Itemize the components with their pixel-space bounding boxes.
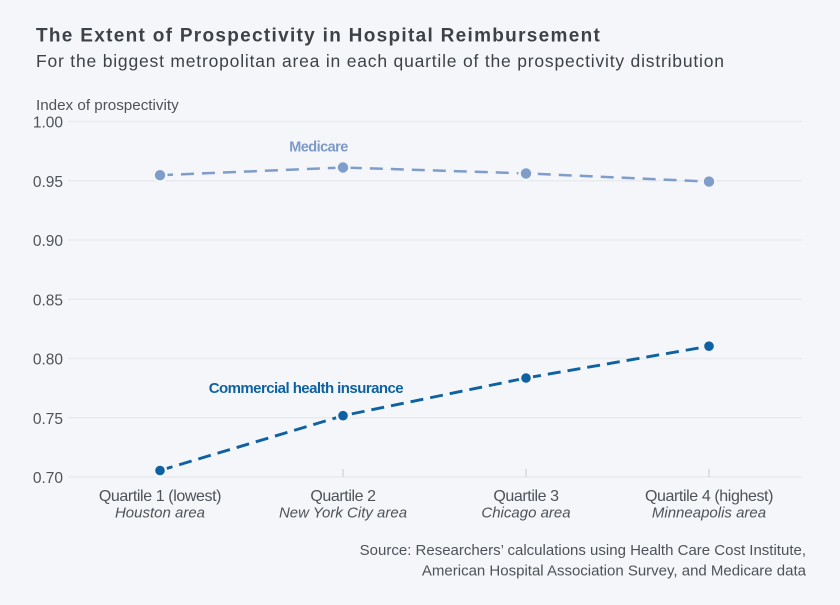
svg-text:Index of prospectivity: Index of prospectivity	[36, 97, 179, 114]
svg-text:1.00: 1.00	[33, 115, 64, 132]
svg-text:Commercial health insurance: Commercial health insurance	[209, 380, 404, 397]
svg-text:Quartile 1 (lowest): Quartile 1 (lowest)	[99, 488, 221, 505]
svg-text:Quartile 3: Quartile 3	[493, 488, 559, 505]
svg-text:The Extent of Prospectivity in: The Extent of Prospectivity in Hospital …	[36, 26, 601, 47]
svg-text:New York City area: New York City area	[279, 505, 407, 522]
svg-text:0.75: 0.75	[33, 411, 63, 428]
svg-text:0.80: 0.80	[33, 352, 64, 369]
svg-text:0.70: 0.70	[33, 470, 64, 487]
svg-text:Quartile 4 (highest): Quartile 4 (highest)	[645, 488, 773, 505]
svg-text:Minneapolis area: Minneapolis area	[652, 505, 766, 522]
svg-text:Medicare: Medicare	[289, 140, 348, 156]
svg-text:Chicago area: Chicago area	[481, 505, 570, 522]
svg-text:0.95: 0.95	[33, 174, 63, 191]
svg-text:Source: Researchers’ calculati: Source: Researchers’ calculations using …	[360, 542, 806, 559]
svg-text:Quartile 2: Quartile 2	[310, 488, 376, 505]
svg-text:For the biggest metropolitan a: For the biggest metropolitan area in eac…	[36, 51, 725, 71]
svg-text:American Hospital Association: American Hospital Association Survey, an…	[422, 563, 807, 580]
svg-text:0.90: 0.90	[33, 233, 64, 250]
svg-text:Houston area: Houston area	[115, 505, 205, 522]
svg-text:0.85: 0.85	[33, 292, 63, 309]
